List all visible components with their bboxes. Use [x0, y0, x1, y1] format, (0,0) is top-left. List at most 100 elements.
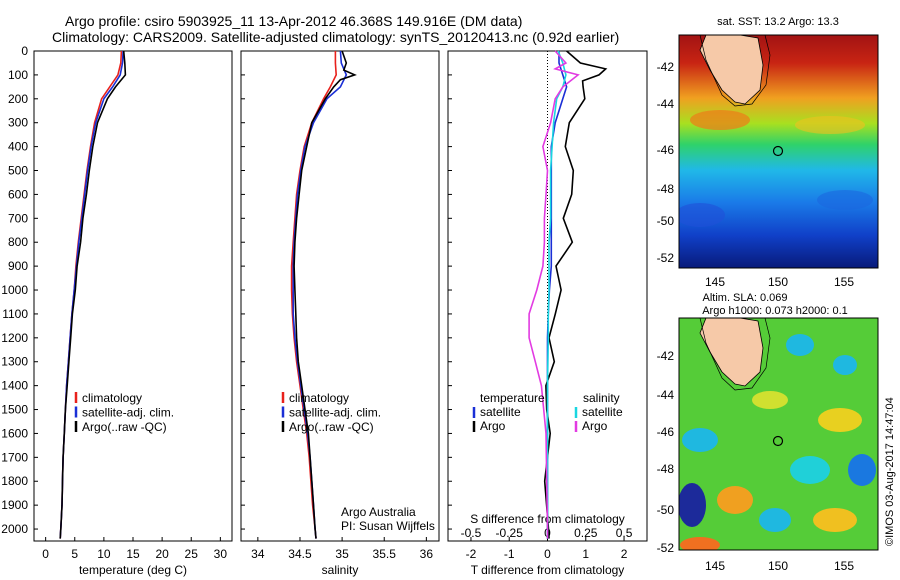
x-tick-label: 0 [42, 547, 49, 561]
x-tick-label: 25 [185, 547, 199, 561]
sst-map-title: sat. SST: 13.2 Argo: 13.3 [717, 16, 839, 28]
latitude-tick-label: -50 [657, 214, 675, 228]
legend-label: Argo [480, 419, 506, 433]
series-line-climatology [290, 51, 338, 539]
x-axis-label: temperature (deg C) [79, 563, 187, 577]
panel-frame [240, 50, 440, 542]
latitude-tick-label: -46 [657, 425, 675, 439]
legend-label: satellite [480, 405, 521, 419]
sla-strong-low [679, 483, 706, 527]
map-tick-labels: -42 -42 -44 -44 -46 -46 -48 -48 -50 -50 -52 -52 145 1… [657, 60, 855, 573]
sla-low-patch [759, 508, 791, 532]
depth-tick-label: 500 [8, 164, 28, 178]
x-tick-label: 1 [582, 547, 589, 561]
sla-map [678, 317, 879, 551]
longitude-tick-label: 145 [705, 559, 725, 573]
sst-cold-patch [817, 190, 873, 210]
salinity-diff-tick-label: -0.25 [496, 526, 524, 540]
profile-panel-1: 0100200300400500600700800900100011001200… [1, 44, 233, 577]
profile-panel-3: -2 -1 0 1 2 T difference from climatology -0.5… [447, 50, 648, 577]
latitude-tick-label: -48 [657, 462, 675, 476]
sst-map-frame [678, 34, 879, 269]
sla-low-patch [833, 355, 857, 375]
x-tick-label: 34 [251, 547, 265, 561]
x-tick-label: 35.5 [373, 547, 397, 561]
legend-label: climatology [82, 391, 142, 405]
sla-high-patch [813, 508, 857, 532]
x-tick-label: 15 [126, 547, 140, 561]
legend-label: satellite-adj. clim. [289, 406, 381, 420]
float-location-marker [772, 145, 784, 157]
sla-map-frame [678, 317, 879, 551]
depth-tick-label: 900 [8, 259, 28, 273]
legend-label: Argo [582, 419, 608, 433]
x-tick-label: 34.5 [288, 547, 312, 561]
salinity-diff-tick-label: 0.5 [616, 526, 633, 540]
legend-label: climatology [289, 391, 349, 405]
series-line-argo---raw--qc- [59, 50, 127, 539]
depth-tick-label: 400 [8, 140, 28, 154]
sla-high-patch [680, 537, 720, 550]
x-tick-label: 0 [544, 547, 551, 561]
depth-tick-label: 700 [8, 211, 28, 225]
depth-tick-label: 200 [8, 92, 28, 106]
shelf-contour [699, 318, 771, 391]
salinity-diff-tick-label: -0.5 [461, 526, 482, 540]
x-tick-label: 20 [155, 547, 169, 561]
depth-tick-label: 1700 [1, 450, 28, 464]
depth-tick-label: 1500 [1, 403, 28, 417]
tasmania-landmass [699, 318, 764, 387]
latitude-tick-label: -44 [657, 388, 675, 402]
x-tick-label: -1 [504, 547, 515, 561]
depth-tick-label: 0 [21, 44, 28, 58]
latitude-tick-label: -52 [657, 541, 675, 555]
panel-annotation: Argo Australia [341, 505, 416, 519]
tasmania-landmass [699, 35, 764, 105]
latitude-tick-label: -44 [657, 97, 675, 111]
depth-tick-label: 1000 [1, 283, 28, 297]
depth-tick-label: 800 [8, 235, 28, 249]
shelf-contour [699, 35, 771, 107]
x-tick-label: 2 [621, 547, 628, 561]
sla-low-patch [790, 456, 830, 484]
depth-tick-label: 300 [8, 116, 28, 130]
legend-header: temperature [480, 391, 545, 405]
sla-low-patch [848, 454, 876, 486]
depth-tick-label: 1400 [1, 379, 28, 393]
longitude-tick-label: 145 [705, 275, 725, 289]
sla-map-title-2: Argo h1000: 0.073 h2000: 0.1 [702, 305, 848, 317]
latitude-tick-label: -46 [657, 143, 675, 157]
latitude-tick-label: -42 [657, 349, 675, 363]
x-tick-label: 10 [97, 547, 111, 561]
title-line-2: Climatology: CARS2009. Satellite-adjuste… [52, 29, 620, 45]
latitude-tick-label: -42 [657, 60, 675, 74]
legend-label: Argo(..raw -QC) [289, 420, 374, 434]
sst-field [679, 35, 878, 268]
longitude-tick-label: 155 [834, 559, 854, 573]
latitude-tick-label: -50 [657, 503, 675, 517]
depth-tick-label: 1300 [1, 355, 28, 369]
profile-panels: 0100200300400500600700800900100011001200… [1, 44, 648, 577]
x-axis-label: T difference from climatology [471, 563, 625, 577]
sst-cold-patch [679, 203, 725, 227]
sst-warm-patch [690, 110, 750, 130]
legend-label: satellite [582, 405, 623, 419]
x-tick-label: 5 [71, 547, 78, 561]
sst-map [678, 34, 879, 269]
x-tick-label: 35 [335, 547, 349, 561]
sla-low-patch [682, 428, 718, 452]
sst-warm-patch [795, 116, 865, 134]
legend-label: Argo(..raw -QC) [82, 420, 167, 434]
salinity-diff-tick-label: 0.25 [574, 526, 598, 540]
depth-tick-label: 1200 [1, 331, 28, 345]
longitude-tick-label: 155 [834, 275, 854, 289]
longitude-tick-label: 150 [768, 559, 788, 573]
legend-label: satellite-adj. clim. [82, 406, 174, 420]
profile-panel-2: 34 34.5 35 35.5 36 salinity climatologysatelli… [240, 50, 440, 577]
x-tick-label: 30 [214, 547, 228, 561]
sla-map-title-1: Altim. SLA: 0.069 [703, 292, 788, 304]
depth-tick-label: 600 [8, 187, 28, 201]
depth-tick-label: 100 [8, 68, 28, 82]
depth-tick-label: 1900 [1, 498, 28, 512]
